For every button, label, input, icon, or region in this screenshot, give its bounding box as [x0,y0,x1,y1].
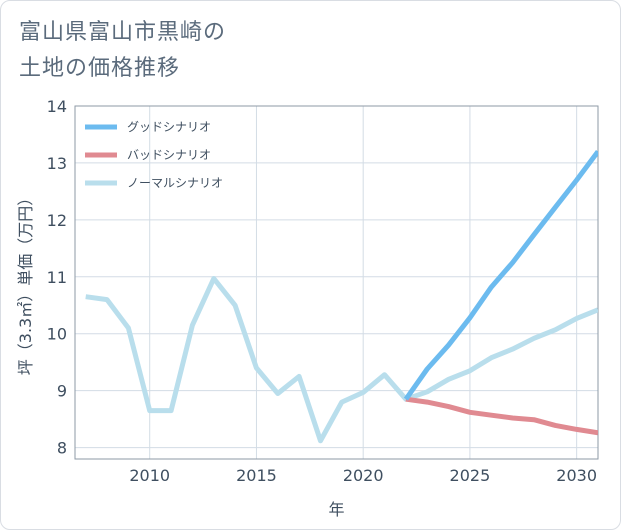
legend-label-good: グッドシナリオ [127,120,211,134]
series-line-normal [85,276,598,444]
series-line-good [403,150,598,401]
y-tick-label: 12 [47,211,67,230]
x-tick-label: 2030 [556,466,597,485]
x-tick-label: 2010 [129,466,170,485]
x-tick-label: 2020 [343,466,384,485]
chart-title-line-2: 土地の価格推移 [19,56,181,81]
plot-frame [74,105,599,460]
y-tick-label: 10 [47,325,67,344]
tick-labels: 2010 2015 2020 2025 2030 8 9 10 11 12 13 14 [47,97,597,485]
y-tick-label: 13 [47,154,67,173]
x-tick-label: 2015 [236,466,277,485]
x-tick-label: 2025 [450,466,491,485]
y-tick-label: 11 [47,268,67,287]
series-line-bad [405,396,598,436]
y-tick-label: 14 [47,97,67,116]
y-axis-title: 坪（3.3㎡）単価（万円） [16,190,35,375]
chart-title: 富山県富山市黒崎の 土地の価格推移 [19,15,226,87]
x-axis-title: 年 [328,500,344,519]
legend: グッドシナリオ バッドシナリオ ノーマルシナリオ [85,120,223,190]
y-tick-label: 9 [57,382,67,401]
y-tick-label: 8 [57,439,67,458]
series-lines [85,150,598,444]
legend-label-normal: ノーマルシナリオ [127,176,223,190]
chart-title-line-1: 富山県富山市黒崎の [19,20,227,45]
legend-label-bad: バッドシナリオ [127,148,211,162]
